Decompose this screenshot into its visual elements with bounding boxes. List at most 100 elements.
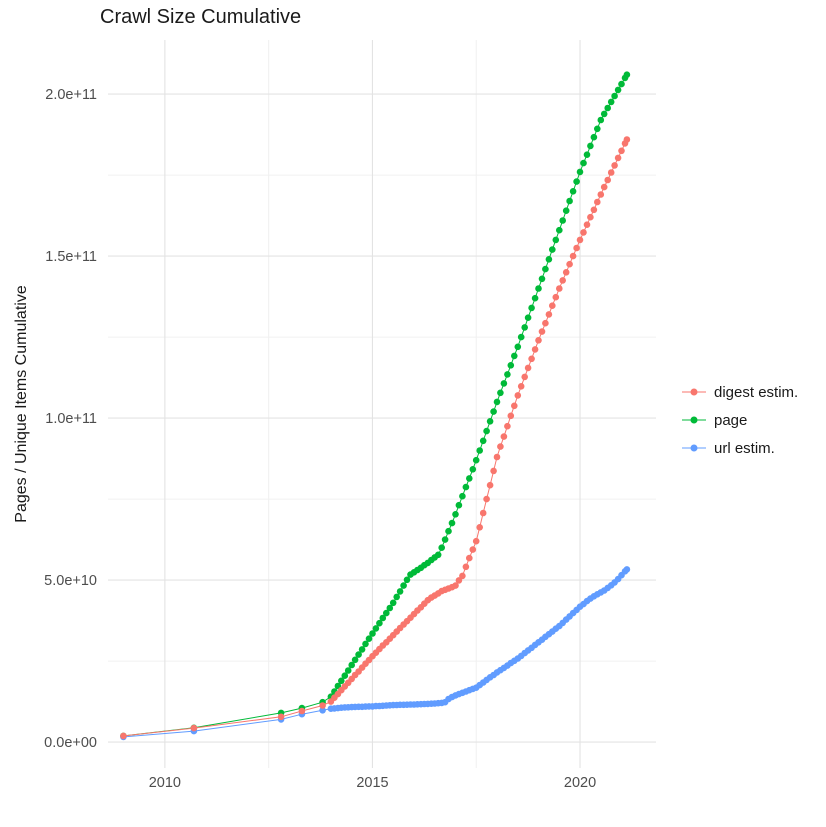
- data-point: [511, 402, 518, 410]
- data-point: [587, 142, 594, 150]
- data-point: [497, 389, 504, 397]
- data-point: [400, 582, 407, 589]
- data-point: [538, 275, 546, 283]
- data-point: [623, 136, 631, 143]
- data-point: [445, 527, 452, 535]
- data-point: [362, 640, 369, 648]
- data-point: [462, 563, 470, 571]
- data-point: [490, 408, 497, 415]
- data-point: [594, 125, 601, 133]
- x-tick-label: 2010: [149, 775, 181, 791]
- series-line: [123, 74, 628, 737]
- data-point: [469, 546, 477, 553]
- data-point: [348, 661, 356, 669]
- data-point: [341, 672, 349, 679]
- legend: digest estim. page url estim.: [680, 378, 798, 462]
- gridlines-major: [108, 40, 656, 768]
- data-point: [500, 380, 508, 387]
- data-point: [583, 221, 591, 228]
- data-point: [497, 443, 504, 450]
- data-point: [607, 169, 615, 176]
- series-url-estim: [120, 566, 631, 741]
- data-point: [569, 188, 577, 195]
- data-point: [535, 285, 542, 292]
- data-point: [120, 732, 127, 740]
- data-point: [576, 168, 584, 176]
- data-point: [383, 609, 390, 617]
- data-point: [469, 466, 477, 473]
- data-point: [573, 244, 580, 252]
- data-point: [580, 229, 587, 236]
- data-point: [438, 544, 446, 551]
- data-point: [500, 433, 508, 440]
- data-point: [507, 362, 515, 369]
- data-point: [623, 71, 631, 78]
- data-point: [517, 383, 525, 390]
- data-point: [556, 285, 563, 292]
- data-point: [493, 453, 501, 461]
- data-point: [559, 217, 566, 224]
- legend-key-icon: [682, 444, 706, 452]
- data-point: [277, 713, 285, 721]
- data-point: [403, 576, 411, 584]
- data-point: [521, 373, 528, 381]
- data-point: [549, 246, 556, 253]
- data-point: [319, 702, 326, 709]
- data-point: [466, 475, 473, 482]
- y-tick-label: 1.5e+11: [45, 249, 97, 265]
- data-point: [587, 213, 594, 221]
- data-point: [365, 635, 373, 642]
- legend-label: digest estim.: [714, 383, 799, 401]
- data-point: [573, 178, 580, 185]
- data-point: [396, 588, 404, 595]
- series-digest-estim: [120, 136, 631, 740]
- data-point: [355, 651, 362, 658]
- legend-label: url estim.: [714, 439, 775, 457]
- data-point: [623, 566, 631, 573]
- data-point: [542, 319, 549, 327]
- gridlines-minor: [108, 40, 656, 768]
- data-point: [528, 355, 535, 363]
- data-point: [618, 80, 625, 88]
- data-point: [535, 337, 542, 344]
- data-point: [566, 197, 573, 205]
- data-point: [597, 116, 605, 124]
- legend-key-icon: [682, 388, 706, 396]
- data-point: [493, 398, 501, 406]
- data-point: [455, 577, 463, 584]
- data-point: [190, 724, 198, 732]
- data-point: [483, 495, 490, 503]
- data-point: [452, 582, 459, 589]
- data-point: [459, 572, 466, 580]
- data-point: [549, 302, 556, 310]
- data-point: [531, 346, 539, 353]
- data-point: [298, 707, 306, 715]
- data-point: [594, 198, 601, 206]
- data-point: [358, 646, 366, 653]
- data-point: [486, 481, 494, 489]
- legend-item-digest-estim: digest estim.: [680, 378, 798, 406]
- data-point: [524, 364, 532, 372]
- data-point: [466, 554, 473, 562]
- data-point: [338, 677, 345, 685]
- data-point: [524, 314, 532, 322]
- data-point: [600, 183, 608, 191]
- y-tick-label: 2.0e+11: [45, 87, 97, 103]
- data-point: [389, 599, 397, 607]
- data-point: [576, 236, 584, 244]
- x-tick-label: 2020: [564, 775, 596, 791]
- data-point: [580, 159, 587, 167]
- data-point: [614, 154, 622, 162]
- data-point: [597, 191, 605, 198]
- data-point: [472, 537, 480, 545]
- data-point: [452, 511, 459, 518]
- data-point: [462, 483, 470, 491]
- data-point: [472, 456, 480, 464]
- data-point: [319, 707, 326, 714]
- y-tick-label: 5.0e+10: [44, 573, 97, 589]
- data-point: [528, 304, 535, 312]
- data-point: [514, 343, 522, 351]
- data-point: [504, 371, 511, 378]
